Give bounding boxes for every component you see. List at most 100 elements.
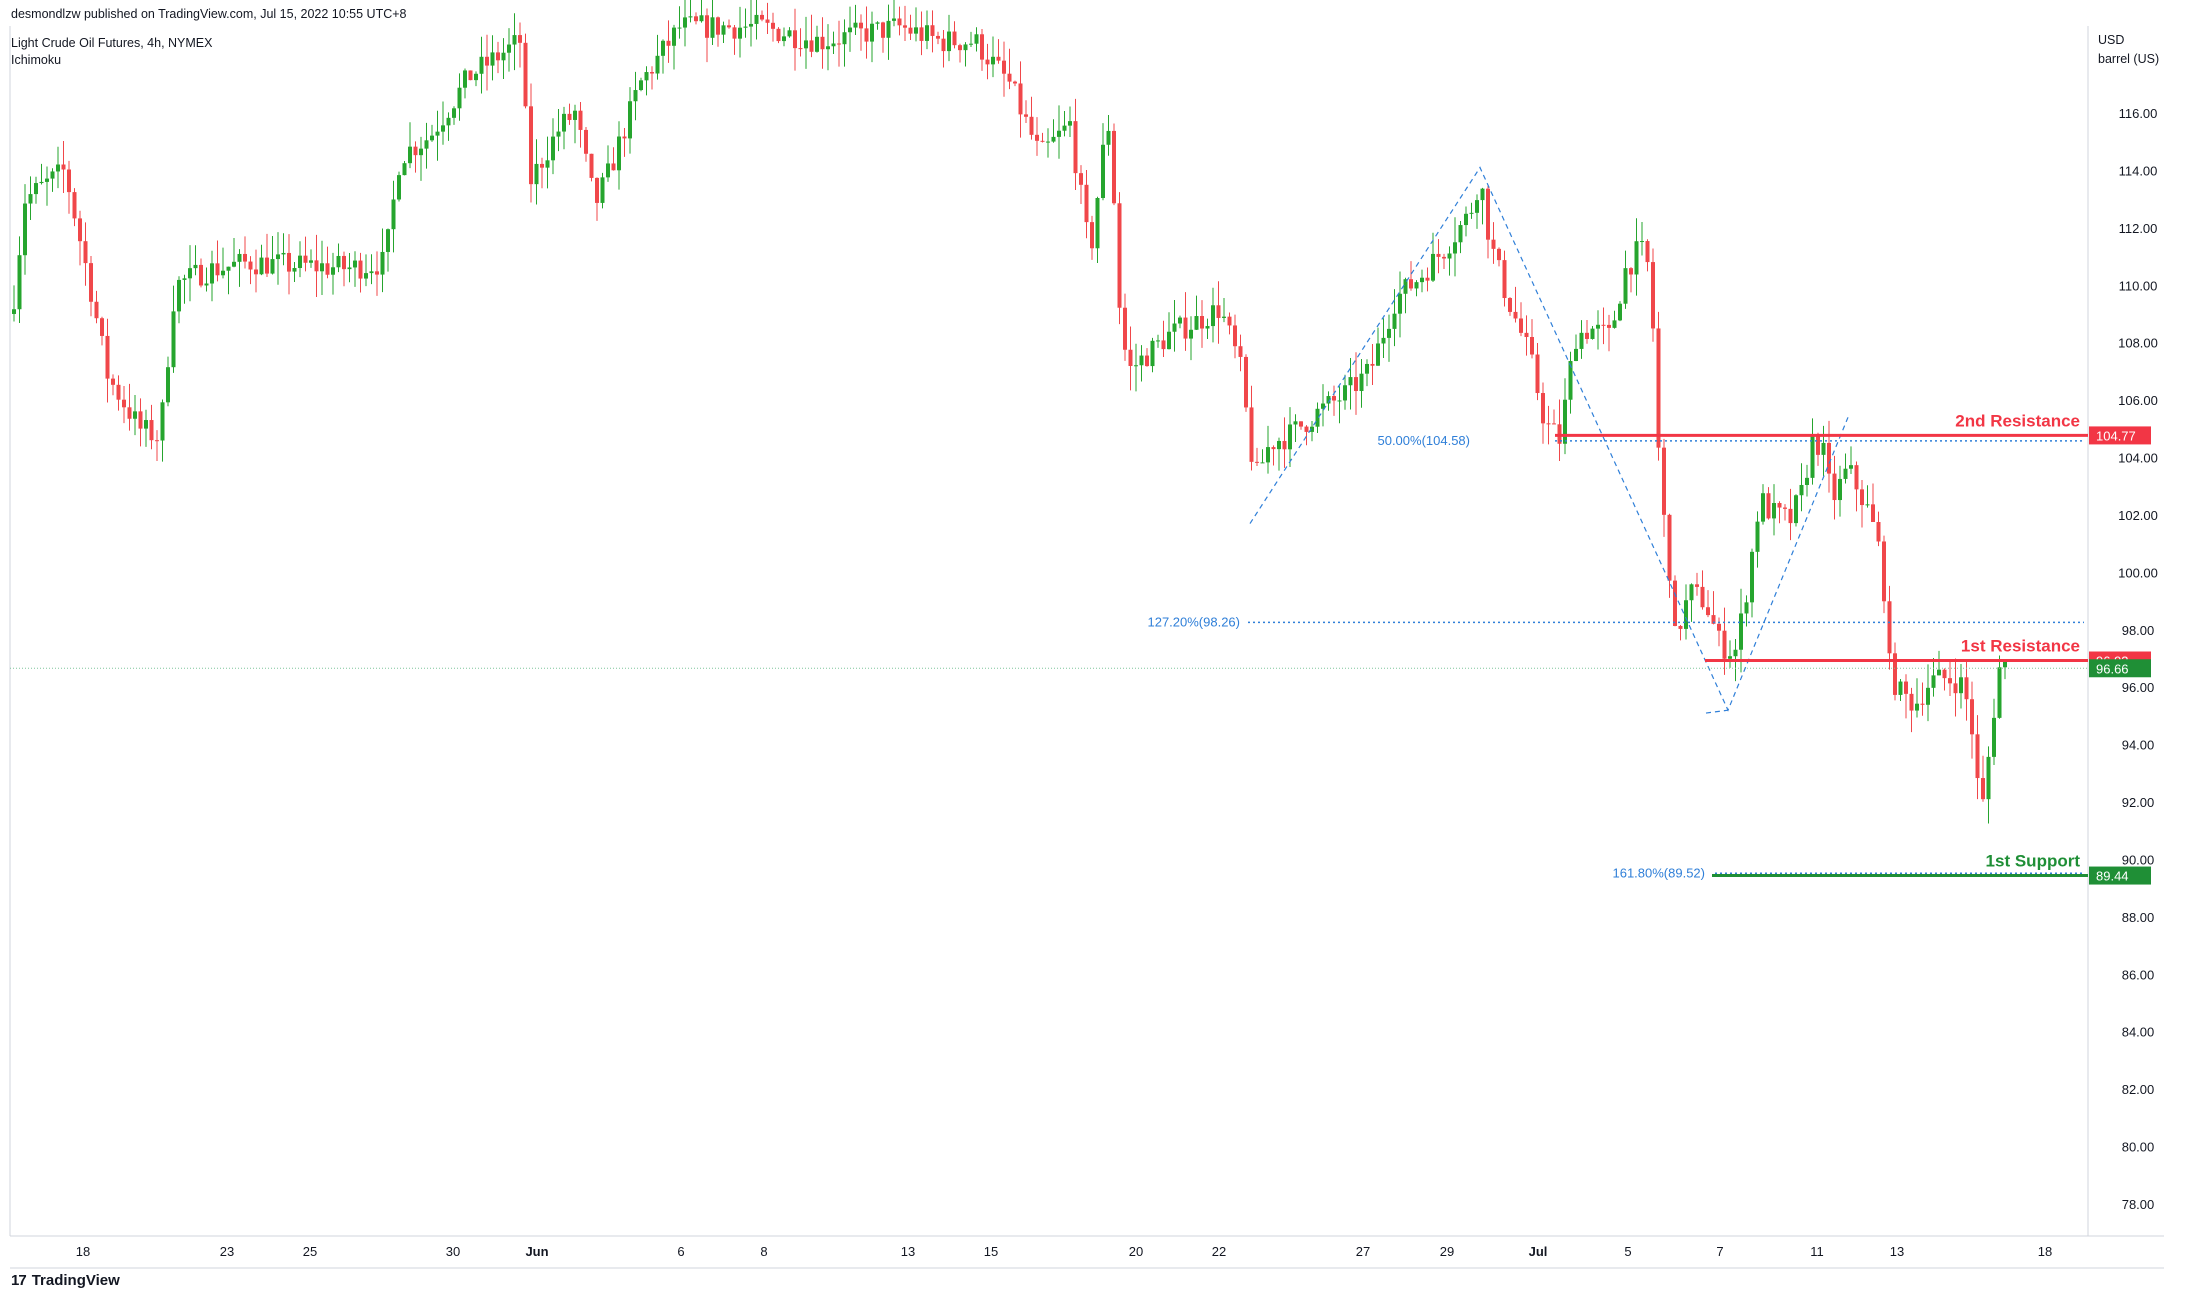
candle-body (1497, 248, 1501, 261)
candle (1200, 300, 1204, 348)
candle (402, 160, 407, 176)
candle-body (529, 106, 533, 185)
candle (699, 0, 704, 23)
candle-body (1172, 323, 1177, 332)
candle-body (1381, 337, 1386, 344)
candle (683, 0, 687, 47)
candle (490, 35, 495, 81)
candle (215, 240, 220, 282)
candle (78, 210, 82, 266)
candle-body (314, 260, 319, 272)
candle (710, 0, 715, 45)
candle (1211, 287, 1215, 343)
candle (248, 256, 253, 285)
candle-body (963, 44, 968, 51)
candle (1337, 386, 1342, 424)
candle-body (485, 56, 489, 66)
candle-body (1739, 613, 1743, 650)
candle-body (639, 80, 643, 91)
candle (985, 43, 990, 80)
candle (1139, 345, 1144, 382)
candle-body (1997, 667, 2002, 718)
candle-body (1469, 212, 1474, 214)
candle (815, 25, 819, 53)
candle (1123, 293, 1127, 361)
candle-body (1068, 121, 1072, 126)
candle-body (1744, 602, 1749, 614)
candle-body (12, 309, 16, 314)
candle-body (1084, 184, 1089, 223)
candle (1607, 314, 1611, 352)
publisher-line: desmondlzw published on TradingView.com,… (11, 7, 407, 21)
candle (1843, 453, 1848, 484)
candle (1931, 657, 1936, 697)
candle-body (1414, 282, 1419, 289)
candle (1018, 61, 1023, 138)
candle-body (1552, 423, 1556, 425)
candle (1755, 511, 1760, 568)
candle-body (336, 255, 341, 268)
candle-body (309, 260, 313, 263)
candle-body (958, 45, 962, 51)
candle-body (188, 268, 192, 279)
candle-body (127, 407, 132, 419)
candle-body (1024, 114, 1028, 117)
y-tick-label: 100.00 (2118, 565, 2158, 580)
last-price-badge-label: 96.66 (2096, 661, 2129, 676)
candle (1304, 425, 1309, 446)
candle (243, 236, 247, 269)
candle-body (2003, 661, 2007, 668)
candle (1205, 318, 1210, 340)
y-tick-label: 104.00 (2118, 451, 2158, 466)
candle-body (1216, 305, 1221, 318)
candle (1882, 535, 1886, 614)
candle-body (1238, 346, 1243, 357)
candle (782, 27, 786, 47)
candle-body (798, 48, 803, 50)
candle (138, 398, 143, 447)
candle (1414, 280, 1419, 297)
candle (743, 8, 748, 38)
candle (1799, 463, 1804, 512)
candle-body (1387, 328, 1391, 338)
candle-body (1909, 693, 1914, 711)
candle (485, 34, 489, 91)
candle (1541, 382, 1545, 444)
candle (1821, 425, 1826, 477)
candle (1249, 385, 1254, 471)
x-tick-label: 27 (1356, 1244, 1370, 1259)
candle-body (1321, 403, 1325, 409)
candle (1436, 239, 1441, 274)
candle (1629, 267, 1633, 293)
candle-body (1447, 253, 1452, 259)
candle (468, 70, 473, 81)
indicator-label[interactable]: Ichimoku (11, 53, 62, 67)
candle-body (424, 140, 429, 149)
candle-body (149, 420, 154, 441)
candle (320, 240, 324, 296)
candle-body (281, 252, 286, 255)
candle (1145, 348, 1149, 367)
candle-body (1865, 504, 1870, 506)
candle (276, 232, 280, 285)
symbol-title[interactable]: Light Crude Oil Futures, 4h, NYMEX (11, 36, 213, 50)
candle-body (771, 22, 775, 29)
x-tick-label: 5 (1624, 1244, 1631, 1259)
candle (622, 127, 627, 157)
candle (1227, 312, 1232, 335)
candle (12, 285, 16, 322)
candle (672, 24, 676, 70)
candle (639, 77, 643, 92)
candle (1656, 311, 1661, 461)
candle-body (870, 23, 874, 42)
candle-body (754, 14, 759, 24)
candle (1887, 585, 1892, 670)
candle-body (842, 32, 847, 45)
candle (655, 34, 660, 80)
candle (1530, 319, 1534, 359)
candle (1970, 681, 1974, 759)
candle (1838, 465, 1842, 517)
tradingview-brand[interactable]: 17 TradingView (11, 1272, 120, 1289)
candle-body (809, 40, 814, 52)
